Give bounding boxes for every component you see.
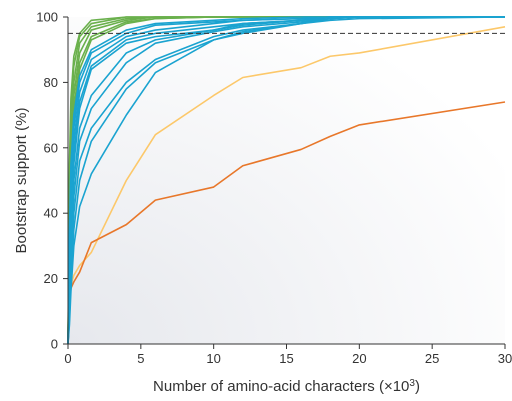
x-tick-label-5: 25 [425,351,439,366]
y-tick-label-4: 80 [44,75,58,90]
plot-background [68,17,505,344]
y-tick-label-1: 20 [44,271,58,286]
y-tick-label-3: 60 [44,140,58,155]
y-axis-title: Bootstrap support (%) [13,108,30,254]
x-tick-label-6: 30 [498,351,512,366]
series-line-blue-15 [67,16,506,345]
y-tick-label-2: 40 [44,206,58,221]
x-axis-title-close: ) [415,378,420,395]
x-axis-ticks: 0 5 10 15 20 25 30 [64,344,512,366]
y-tick-label-0: 0 [51,337,58,352]
x-tick-label-3: 15 [279,351,293,366]
series-group [67,16,506,345]
y-axis-ticks: 0 20 40 60 80 100 [36,10,68,352]
x-tick-label-2: 10 [206,351,220,366]
series-line-blue-14 [67,16,505,345]
x-axis-title: Number of amino-acid characters (×103) [153,378,420,396]
x-axis-title-main: Number of amino-acid characters (×10 [153,378,409,395]
y-tick-label-5: 100 [36,10,58,25]
x-tick-label-0: 0 [64,351,71,366]
x-tick-label-4: 20 [352,351,366,366]
x-axis-title-superscript: 3 [409,378,415,389]
x-tick-label-1: 5 [137,351,144,366]
axes: 0 5 10 15 20 25 30 0 20 40 60 80 100 [36,10,512,367]
